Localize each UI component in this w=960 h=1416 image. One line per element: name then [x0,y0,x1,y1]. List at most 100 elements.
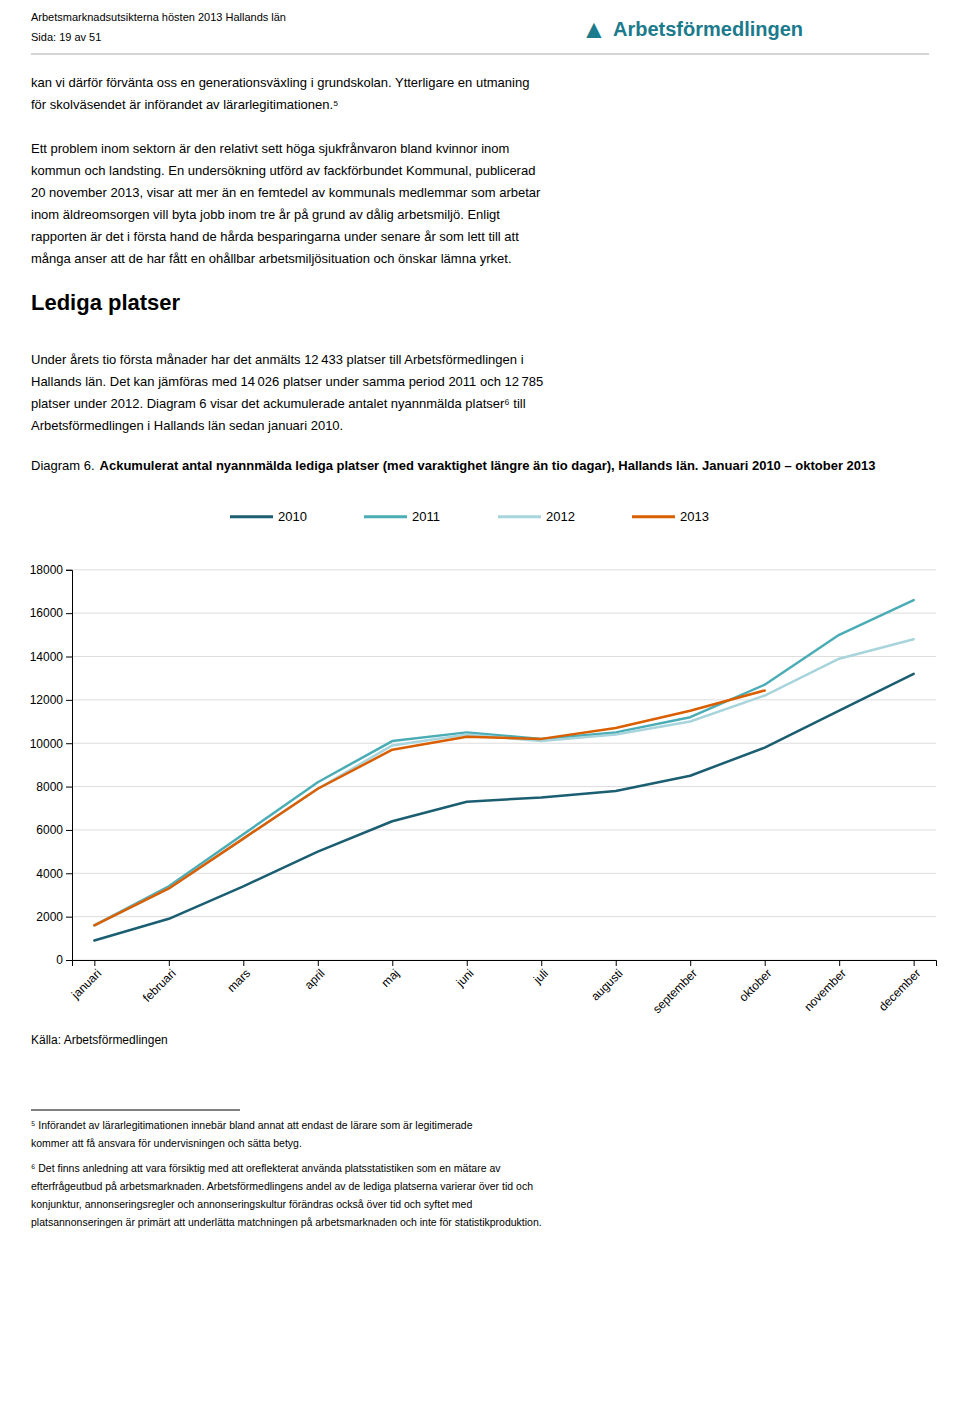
y-tick: 8000 [36,780,72,794]
page: Arbetsmarknadsutsikterna hösten 2013 Hal… [0,0,960,1416]
y-tick: 12000 [30,693,72,707]
x-tick-label: januari [68,966,104,1002]
footnote-text: ⁶ Det finns anledning att vara försiktig… [31,1162,501,1174]
body-text: Hallands län. Det kan jämföras med 14 02… [31,374,543,389]
grid-line [72,873,936,874]
grid-line [72,786,936,787]
x-tick-mark [169,960,170,966]
x-tick: december [876,960,924,1014]
series-line [94,674,913,941]
y-tick: 4000 [36,867,72,881]
y-tick-label: 10000 [30,737,64,751]
x-tick: maj [379,960,403,990]
x-tick: september [650,960,700,1016]
x-tick: januari [68,960,104,1002]
header-rule [31,54,929,55]
x-tick-label: september [650,966,700,1016]
x-axis-line [73,961,937,967]
y-tick-mark [66,917,72,918]
y-tick-mark [66,787,72,788]
x-tick-label: mars [224,966,253,995]
x-tick: april [302,960,328,992]
body-text: platser under 2012. Diagram 6 visar det … [31,396,526,411]
caption-label: Diagram 6. [31,458,95,473]
footnote-rule [31,1110,240,1111]
grid-line [72,743,936,744]
x-tick-mark [467,960,468,966]
y-tick-label: 16000 [30,606,64,620]
grid-line [72,916,936,917]
x-tick-label: april [302,966,328,992]
x-tick: augusti [588,960,625,1003]
logo-text: Arbetsförmedlingen [613,18,803,40]
legend-swatch [230,515,273,518]
x-tick-mark [616,960,617,966]
x-tick-mark [318,960,319,966]
footnote-text: platsannonseringen är primärt att underl… [31,1216,542,1228]
legend: 2010201120122013 [230,509,709,524]
y-tick-label: 6000 [36,823,63,837]
grid [72,570,936,960]
x-tick: mars [224,960,253,995]
x-tick-mark [541,960,542,966]
y-tick-mark [66,700,72,701]
footnote-text: konjunktur, annonseringsregler och annon… [31,1198,472,1210]
x-tick-label: februari [140,966,179,1005]
y-tick-mark [66,873,72,874]
x-axis: januari februari mars april maj juni juli augus… [68,960,936,1016]
legend-label: 2010 [278,509,307,524]
chart: 0 2000 4000 6000 8000 10000 12000 14000 16000 180… [30,563,937,1016]
y-tick: 0 [56,953,72,967]
y-tick: 2000 [36,910,72,924]
x-tick-label: november [801,966,849,1014]
x-tick-mark [392,960,393,966]
legend-swatch [498,515,541,518]
y-tick-label: 0 [56,953,63,967]
body-text: kommun och landsting. En undersökning ut… [31,163,535,178]
legend-label: 2012 [546,509,575,524]
x-tick: november [801,960,849,1014]
grid-line [72,699,936,700]
grid-line [72,829,936,830]
x-tick: juli [530,960,551,987]
x-tick-label: maj [379,966,403,990]
y-tick-label: 14000 [30,650,64,664]
legend-swatch [632,515,675,518]
x-tick-mark [243,960,244,966]
y-tick-label: 18000 [30,563,64,577]
x-tick-label: juli [530,966,551,987]
grid-line [72,613,936,614]
legend-label: 2013 [680,509,709,524]
body-text: 20 november 2013, visar att mer än en fe… [31,185,541,200]
y-tick-mark [66,960,72,961]
series-line [94,690,764,925]
footnote-text: efterfrågeutbud på arbetsmarknaden. Arbe… [31,1180,533,1192]
y-tick: 18000 [30,563,72,577]
y-tick-label: 8000 [36,780,63,794]
y-tick-mark [66,657,72,658]
x-tick: juni [453,960,477,990]
y-axis-line [66,570,73,960]
y-tick-label: 2000 [36,910,63,924]
source-text: Källa: Arbetsförmedlingen [31,1033,168,1047]
x-tick: oktober [736,960,774,1004]
body-text: Ett problem inom sektorn är den relativt… [31,141,509,156]
body-text: Under årets tio första månader har det a… [31,352,524,367]
section-title: Lediga platser [31,290,181,315]
x-tick-mark [94,960,95,966]
lines [94,600,913,940]
x-tick: februari [140,960,179,1005]
y-tick: 10000 [30,737,72,751]
body-text: kan vi därför förvänta oss en generation… [31,75,529,90]
y-axis: 0 2000 4000 6000 8000 10000 12000 14000 16000 180… [30,563,73,967]
footnote-text: ⁵ Införandet av lärarlegitimationen inne… [31,1119,473,1131]
x-tick-mark [690,960,691,966]
x-tick-label: augusti [588,966,625,1003]
body-text: många anser att de har fått en ohållbar … [31,251,512,266]
x-tick-label: december [876,966,924,1014]
header-text: Sida: 19 av 51 [31,31,101,43]
x-tick-mark [765,960,766,966]
y-tick-mark [66,570,72,571]
x-tick-label: juni [453,966,477,990]
footnote-text: kommer att få ansvara för undervisningen… [31,1137,302,1149]
